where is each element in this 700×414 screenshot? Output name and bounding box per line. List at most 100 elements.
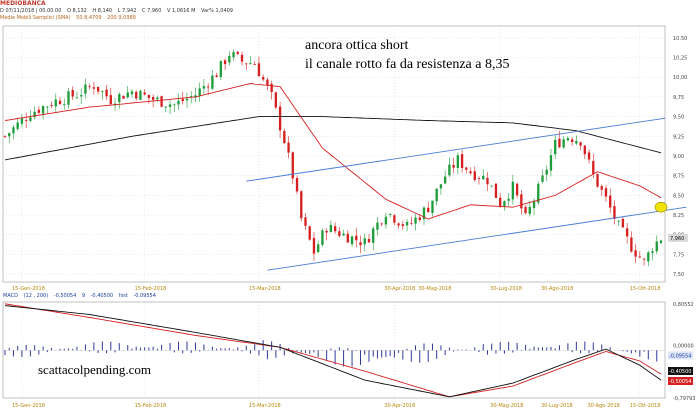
website-watermark: scattacolpending.com (38, 362, 151, 377)
macd-axis-top: 0,80552 (673, 302, 694, 308)
candle-up (118, 94, 121, 103)
price-axis-label: 10,00 (673, 75, 687, 81)
macd-params: (12 , 200) (23, 293, 49, 299)
macd-value-label: -0,09554 (669, 353, 691, 359)
candle-up (342, 233, 345, 236)
macd-title: MACD (3, 293, 18, 299)
candle-down (274, 92, 278, 108)
x-axis-label-bottom: 30-Mag-2018 (490, 403, 523, 409)
candle-up (372, 228, 375, 243)
candle-up (575, 140, 578, 144)
candle-up (443, 176, 447, 184)
candle-down (355, 235, 358, 241)
ma-legend: Medie Mobili Semplici (SMA) 50 8,4709 20… (0, 15, 140, 21)
channel-lower-line (267, 206, 687, 271)
candle-down (596, 174, 599, 187)
price-axis-label: 8,75 (673, 174, 684, 180)
candle-down (630, 237, 633, 252)
x-axis-label-top: 15-Mar-2018 (249, 286, 281, 292)
candle-down (283, 130, 286, 144)
candle-up (177, 100, 180, 105)
candle-down (524, 206, 527, 214)
x-axis-label-top: 30-Apr-2018 (384, 286, 415, 292)
candle-up (12, 127, 15, 134)
ohlc-high: H 8,140 (92, 8, 113, 14)
ohlc-date: D 07/11/2018 | 00.00.00 (0, 8, 62, 14)
candle-up (29, 117, 32, 121)
price-axis-label: 8,25 (673, 213, 684, 219)
symbol-title: MEDIOBANCA (0, 0, 46, 7)
candle-up (549, 155, 553, 171)
candle-down (245, 63, 248, 65)
candle-down (359, 242, 362, 246)
macd-value-label: -0,50054 (669, 379, 691, 385)
candle-up (422, 207, 426, 220)
candle-up (405, 221, 409, 226)
ohlc-volume: V 1,0616 M (166, 8, 196, 14)
candle-down (109, 95, 112, 104)
macd-signal-value: -0,40500 (90, 293, 114, 299)
candle-down (642, 258, 646, 260)
candle-up (439, 184, 443, 189)
annotation-line-2: il canale rotto fa da resistenza a 8,35 (305, 57, 510, 72)
candle-down (270, 83, 273, 93)
candle-up (80, 95, 83, 97)
x-axis-label-top: 15-Feb-2018 (135, 286, 167, 292)
candle-up (173, 104, 176, 106)
candle-up (228, 56, 231, 63)
ma50-line (4, 83, 662, 220)
candle-up (16, 122, 19, 129)
candle-down (88, 86, 91, 88)
candle-down (499, 197, 502, 207)
candle-up (63, 104, 66, 105)
price-axis-label: 7,50 (673, 272, 684, 278)
x-axis-label-top: 30-Mag-2018 (418, 286, 451, 292)
candle-up (329, 224, 333, 233)
candle-up (202, 85, 206, 89)
candle-up (655, 241, 658, 252)
candle-down (401, 224, 404, 227)
candle-up (651, 251, 654, 254)
candle-down (558, 138, 561, 148)
candle-down (58, 100, 62, 105)
candle-up (168, 104, 172, 108)
candle-down (600, 186, 603, 190)
candle-down (604, 188, 608, 197)
candle-down (592, 160, 595, 174)
candle-up (185, 98, 189, 101)
candle-up (388, 213, 392, 215)
macd-axis-bottom: -0,79793 (673, 396, 695, 402)
price-axis-label: 9,00 (673, 154, 684, 160)
candle-down (465, 167, 468, 170)
macd-value-label-bg (668, 377, 693, 385)
candle-down (300, 191, 303, 219)
candle-up (448, 164, 451, 176)
candle-down (609, 195, 612, 208)
candle-up (617, 220, 620, 222)
candle-up (190, 96, 193, 97)
candle-down (367, 238, 371, 243)
price-axis-label: 10,25 (673, 56, 687, 62)
candle-up (130, 91, 134, 95)
candle-down (295, 178, 299, 192)
candle-up (384, 216, 388, 225)
price-axis-label: 10,50 (673, 36, 687, 42)
candle-down (262, 77, 265, 80)
price-axis-label: 8,50 (673, 193, 684, 199)
x-axis-label-bottom: 30-Apr-2018 (384, 403, 415, 409)
candle-up (232, 52, 235, 58)
candle-down (223, 60, 227, 65)
candle-up (431, 200, 434, 214)
candle-down (105, 89, 108, 97)
candle-down (346, 233, 349, 243)
candle-up (8, 133, 11, 137)
resistance-marker (654, 201, 668, 213)
x-axis-label-bottom: 15-Gen-2018 (12, 403, 45, 409)
candle-down (206, 86, 210, 88)
candle-down (393, 215, 396, 223)
candle-up (528, 206, 531, 214)
x-axis-label-top: 15-Ott-2018 (630, 286, 661, 292)
ohlc-var: Var% 1,0409 (201, 8, 233, 14)
candle-up (75, 97, 79, 99)
